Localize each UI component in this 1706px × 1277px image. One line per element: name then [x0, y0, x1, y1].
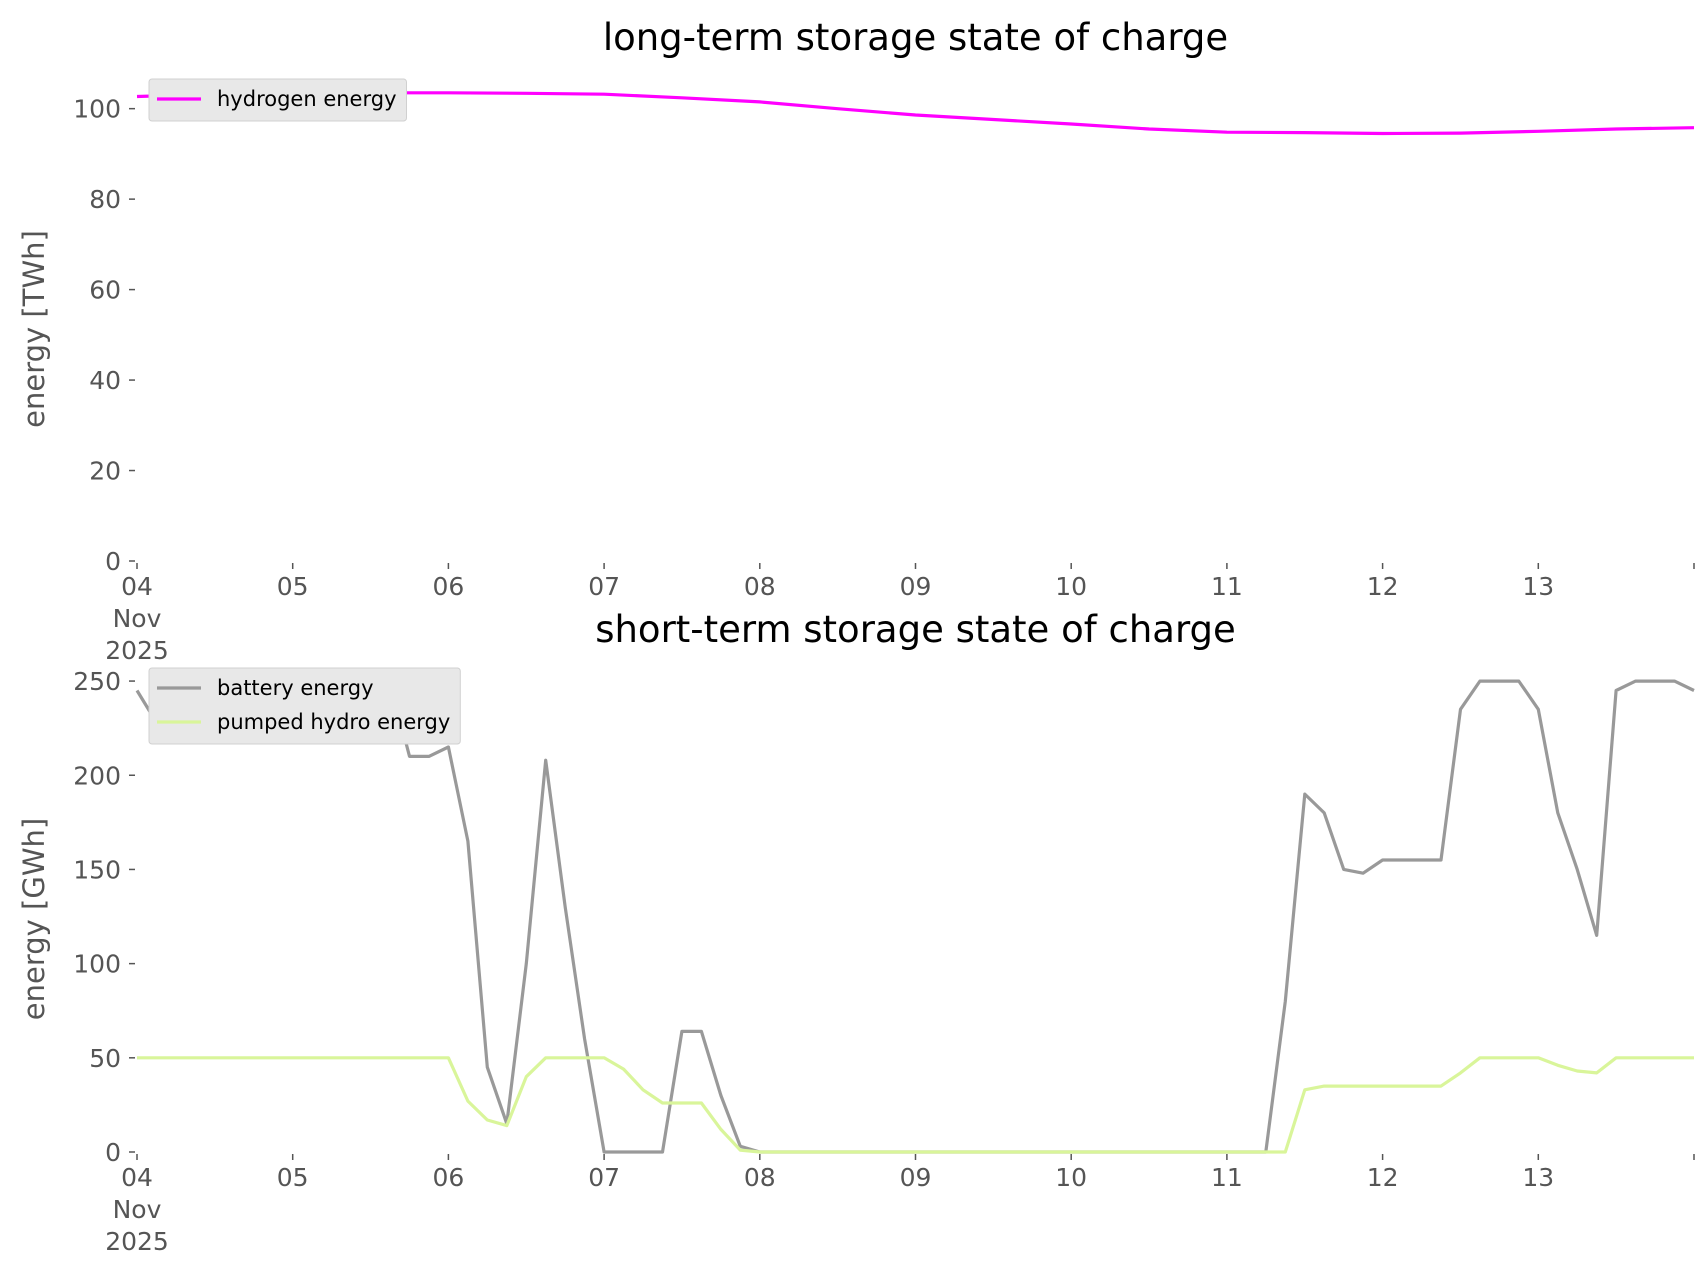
x-tick-label: 06 [432, 572, 464, 601]
x-tick-label: 12 [1367, 1163, 1399, 1192]
legend: battery energy pumped hydro energy [148, 667, 461, 745]
x-tick-label: 09 [900, 572, 932, 601]
x-tick-label: 04 Nov 2025 [105, 572, 169, 665]
x-tick-label: 06 [432, 1163, 464, 1192]
y-tick-label: 150 [73, 855, 121, 884]
x-tick-label: 08 [744, 572, 776, 601]
x-tick-label: 07 [588, 1163, 620, 1192]
x-tick-label: 07 [588, 572, 620, 601]
series-line [137, 1056, 1694, 1154]
y-tick-label: 200 [73, 761, 121, 790]
legend-label: hydrogen energy [217, 87, 397, 111]
x-tick-label: 12 [1367, 572, 1399, 601]
x-tick-label: 11 [1211, 1163, 1243, 1192]
y-tick-label: 40 [89, 366, 121, 395]
y-tick-label: 20 [89, 457, 121, 486]
legend-label: pumped hydro energy [217, 710, 450, 734]
series-line [135, 679, 1695, 1154]
chart-title: short-term storage state of charge [595, 608, 1236, 651]
y-axis-label: energy [TWh] [17, 230, 51, 428]
x-tick-label: 11 [1211, 572, 1243, 601]
x-tick-label: 10 [1055, 1163, 1087, 1192]
x-tick-label: 05 [277, 572, 309, 601]
y-tick-label: 0 [105, 1138, 121, 1167]
x-tick-label: 09 [900, 1163, 932, 1192]
y-tick-label: 100 [73, 950, 121, 979]
y-axis-label: energy [GWh] [17, 818, 51, 1020]
y-tick-label: 250 [73, 667, 121, 696]
y-tick-label: 0 [105, 547, 121, 576]
legend-box [148, 78, 407, 122]
x-tick-label: 13 [1522, 572, 1554, 601]
x-tick-label: 05 [277, 1163, 309, 1192]
chart-title: long-term storage state of charge [603, 16, 1228, 59]
y-tick-label: 50 [89, 1044, 121, 1073]
x-tick-label: 08 [744, 1163, 776, 1192]
y-tick-label: 80 [89, 185, 121, 214]
x-tick-label: 13 [1522, 1163, 1554, 1192]
legend: hydrogen energy [148, 78, 407, 122]
y-tick-label: 100 [73, 95, 121, 124]
legend-box [148, 667, 461, 745]
x-tick-label: 10 [1055, 572, 1087, 601]
legend-label: battery energy [217, 676, 374, 700]
y-tick-label: 60 [89, 276, 121, 305]
x-tick-label: 04 Nov 2025 [105, 1163, 169, 1256]
